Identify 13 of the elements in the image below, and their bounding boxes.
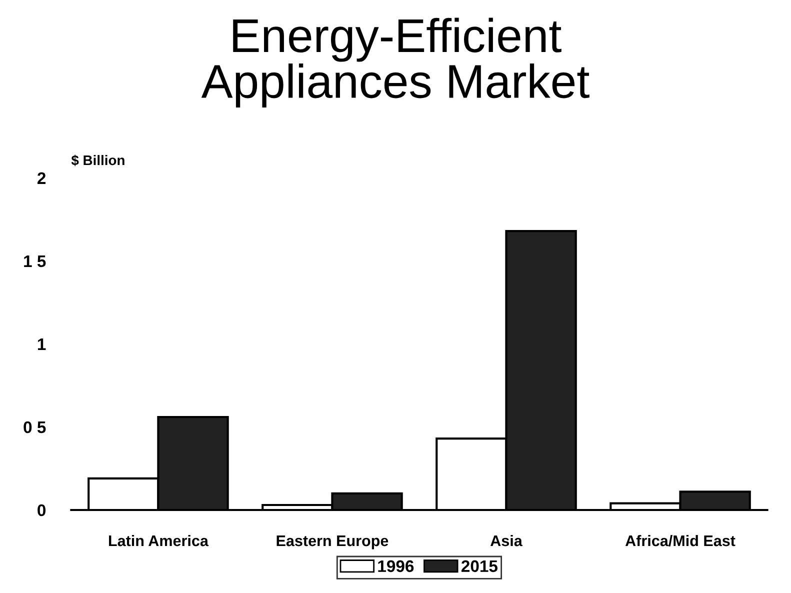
y-tick-label: 0 5 xyxy=(24,421,46,434)
chart-title: Energy-Efficient Appliances Market xyxy=(201,18,590,108)
y-tick-label: 1 5 xyxy=(24,255,46,268)
x-tick-label: Asia xyxy=(490,534,522,546)
legend-label: 2015 xyxy=(461,560,498,572)
x-tick-label: Eastern Europe xyxy=(276,536,388,550)
y-axis-title: $ Billion xyxy=(71,154,124,166)
x-tick-label: Africa/Mid East xyxy=(625,534,736,546)
y-tick-label: 0 xyxy=(38,504,46,516)
legend-label: 1996 xyxy=(378,560,414,572)
y-tick-label: 2 xyxy=(38,172,46,184)
y-tick-label: 1 xyxy=(38,338,46,350)
x-tick-label: Latin America xyxy=(108,534,209,546)
